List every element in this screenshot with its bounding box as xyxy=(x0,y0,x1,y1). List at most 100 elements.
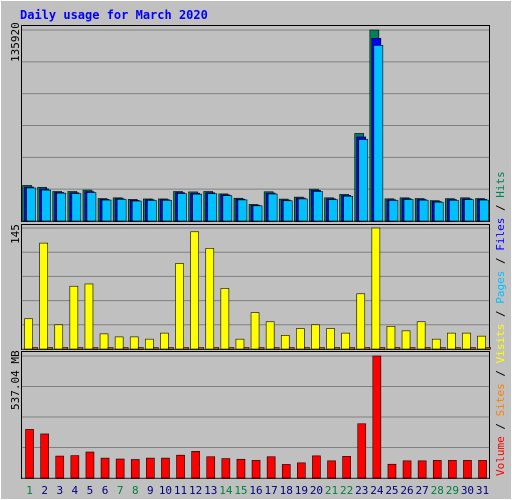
pages-bar-day-1 xyxy=(26,187,36,222)
pages-bar-day-23 xyxy=(358,139,369,222)
visits-bar-day-31 xyxy=(477,335,486,350)
sites-bar-day-26 xyxy=(409,347,416,350)
day-label-18: 18 xyxy=(280,484,293,497)
sites-bar-day-21 xyxy=(334,347,340,350)
sites-bar-day-9 xyxy=(153,347,159,350)
visits-bar-day-18 xyxy=(280,335,290,350)
day-label-21: 21 xyxy=(325,484,338,497)
visits-bar-day-8 xyxy=(129,336,139,350)
pages-bar-day-4 xyxy=(71,193,82,222)
sites-bar-day-22 xyxy=(349,347,355,350)
pages-bar-day-25 xyxy=(388,200,399,222)
pages-bar-day-18 xyxy=(282,200,293,222)
volume-bar-day-18 xyxy=(281,464,291,479)
volume-bar-day-8 xyxy=(130,459,140,479)
sites-bar-day-28 xyxy=(439,347,446,350)
visits-bar-day-1 xyxy=(24,318,33,350)
visits-bar-day-25 xyxy=(386,326,396,350)
day-label-6: 6 xyxy=(102,484,109,497)
pages-bar-day-17 xyxy=(267,193,278,222)
legend-item-sites: Sites xyxy=(494,383,507,416)
day-label-7: 7 xyxy=(117,484,124,497)
visits-sites-panel: 145 xyxy=(9,224,491,350)
day-label-27: 27 xyxy=(416,484,429,497)
day-label-20: 20 xyxy=(310,484,323,497)
pages-bar-day-3 xyxy=(56,192,67,222)
hits-ymax-label: 135920 xyxy=(9,22,22,62)
pages-bar-day-15 xyxy=(237,199,248,222)
sites-bar-day-29 xyxy=(455,347,461,350)
volume-bar-day-25 xyxy=(387,463,397,479)
volume-bar-day-4 xyxy=(70,455,80,479)
day-label-28: 28 xyxy=(431,484,444,497)
sites-bar-day-5 xyxy=(92,347,99,350)
sites-bar-day-11 xyxy=(183,347,189,350)
volume-panel: 537.04 MB xyxy=(9,350,490,479)
volume-bar-day-17 xyxy=(266,456,276,479)
volume-bar-day-12 xyxy=(191,451,200,479)
day-label-1: 1 xyxy=(26,484,33,497)
visits-bar-day-28 xyxy=(431,338,441,350)
day-label-23: 23 xyxy=(355,484,368,497)
day-label-22: 22 xyxy=(340,484,353,497)
legend-item-files: Files xyxy=(494,218,507,251)
legend-item-pages: Pages xyxy=(494,271,507,304)
volume-bar-day-14 xyxy=(221,458,231,479)
visits-bar-day-14 xyxy=(220,288,230,350)
volume-ymax-label: 537.04 MB xyxy=(9,350,22,410)
volume-bar-day-20 xyxy=(312,455,321,479)
pages-bar-day-30 xyxy=(464,199,474,222)
sites-bar-day-16 xyxy=(258,347,265,350)
day-label-19: 19 xyxy=(295,484,308,497)
pages-bar-day-28 xyxy=(433,201,444,222)
day-label-26: 26 xyxy=(400,484,413,497)
sites-bar-day-12 xyxy=(198,347,204,350)
legend-separator: / xyxy=(494,363,507,383)
visits-bar-day-7 xyxy=(114,336,124,350)
legend-item-volume: Volume xyxy=(494,436,507,476)
visits-bar-day-17 xyxy=(265,321,275,350)
volume-bar-day-29 xyxy=(448,460,457,479)
visits-bar-day-20 xyxy=(311,324,320,350)
day-label-24: 24 xyxy=(370,484,384,497)
pages-bar-day-8 xyxy=(131,200,142,222)
day-label-11: 11 xyxy=(174,484,187,497)
visits-bar-day-26 xyxy=(401,330,411,350)
chart-title: Daily usage for March 2020 xyxy=(20,8,208,22)
volume-bar-day-27 xyxy=(417,460,427,479)
sites-bar-day-2 xyxy=(47,347,53,350)
day-label-16: 16 xyxy=(249,484,262,497)
sites-bar-day-1 xyxy=(32,347,38,350)
sites-bar-day-6 xyxy=(107,347,114,350)
pages-bar-day-29 xyxy=(449,200,459,222)
visits-bar-day-16 xyxy=(250,312,260,350)
legend-separator: / xyxy=(494,198,507,218)
visits-bar-day-10 xyxy=(160,332,169,350)
day-label-25: 25 xyxy=(385,484,398,497)
x-axis-day-labels: 1 2 3 4 5 6 7 8 9 10 11 12 13 14 15 16 17 18 19 20 21 22 23 24 2… xyxy=(26,484,489,497)
visits-bar-day-4 xyxy=(69,285,79,350)
pages-bar-day-14 xyxy=(222,195,233,222)
volume-bar-day-26 xyxy=(402,460,412,479)
visits-bar-day-27 xyxy=(416,321,426,350)
sites-bar-day-23 xyxy=(364,347,371,350)
visits-bar-day-12 xyxy=(190,231,199,350)
sites-bar-day-30 xyxy=(470,347,476,350)
legend-separator: / xyxy=(494,304,507,324)
panel-bars xyxy=(24,227,491,350)
volume-bar-day-9 xyxy=(146,457,155,479)
pages-bar-day-9 xyxy=(147,200,157,222)
volume-bar-day-31 xyxy=(478,460,487,479)
volume-bar-day-16 xyxy=(251,460,261,479)
volume-bar-day-7 xyxy=(115,458,125,479)
volume-bar-day-2 xyxy=(40,433,49,479)
visits-bar-day-23 xyxy=(356,293,366,350)
pages-bar-day-11 xyxy=(177,193,187,222)
pages-bar-day-5 xyxy=(86,192,97,222)
sites-bar-day-13 xyxy=(213,347,220,350)
pages-bar-day-10 xyxy=(162,200,172,222)
sites-bar-day-24 xyxy=(379,347,386,350)
visits-ymax-label: 145 xyxy=(9,224,22,244)
sites-bar-day-20 xyxy=(319,347,325,350)
volume-bar-day-5 xyxy=(85,451,95,479)
